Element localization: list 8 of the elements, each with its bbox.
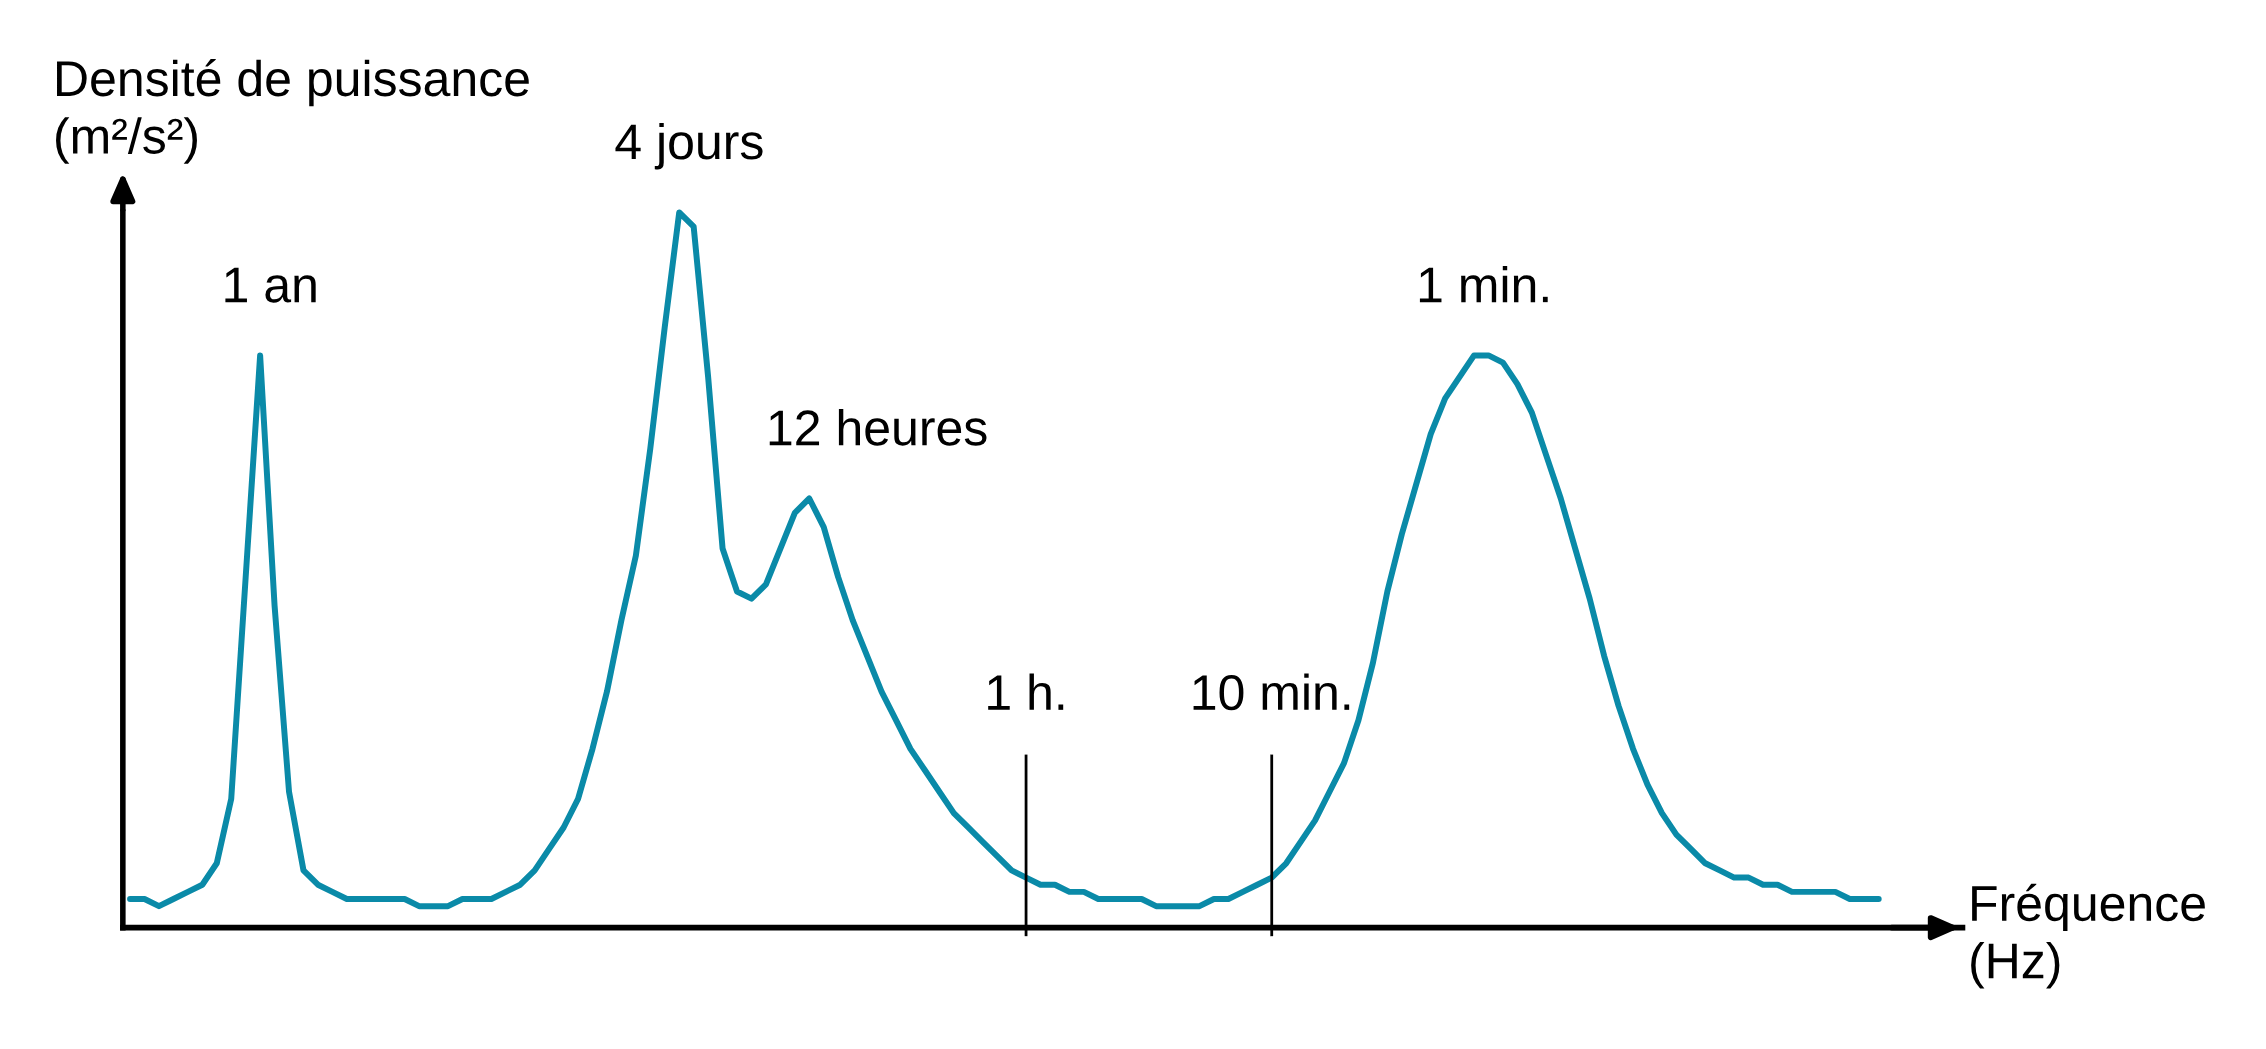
annotation: 1 an — [225, 267, 316, 303]
x-axis-title: Fréquence (Hz) — [1971, 883, 2205, 989]
annotation: 1 min. — [1419, 265, 1548, 303]
x-tick-label: 10 min. — [1193, 673, 1350, 711]
text: 4 jours — [615, 122, 763, 170]
annotation: 12 heures — [769, 408, 987, 446]
x-tick-label: 1 h. — [988, 673, 1064, 710]
y-axis-title: Densité de puissance (m²/s²) — [56, 59, 529, 164]
